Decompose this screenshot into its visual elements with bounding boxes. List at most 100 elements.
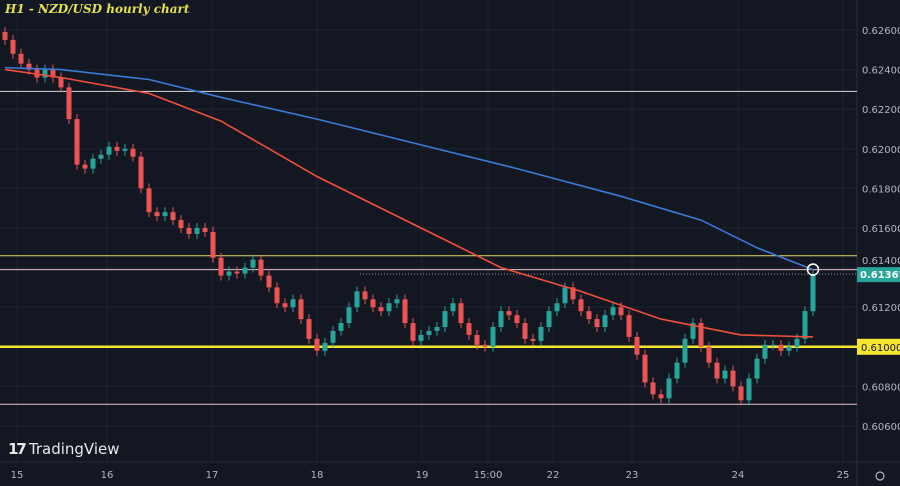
time-tick-label: 22: [547, 470, 560, 481]
candle-up: [722, 370, 728, 379]
candle-up: [690, 323, 696, 339]
price-tick-label: 0.60600: [862, 422, 900, 433]
candle-up: [194, 228, 200, 234]
candle-up: [602, 315, 608, 327]
candle-up: [162, 212, 168, 217]
price-tick-label: 0.61200: [862, 303, 900, 314]
candle-down: [50, 69, 56, 78]
candle-down: [282, 303, 288, 308]
candle-up: [250, 259, 256, 268]
candle-down: [578, 299, 584, 312]
settings-gear-icon[interactable]: [875, 471, 885, 481]
candle-up: [546, 311, 552, 327]
candle-down: [202, 228, 208, 232]
candle-down: [458, 303, 464, 324]
price-tick-label: 0.62000: [862, 145, 900, 156]
time-tick-label: 19: [416, 470, 429, 481]
candle-down: [218, 257, 224, 276]
candle-up: [354, 291, 360, 308]
candle-up: [426, 330, 432, 335]
candle-down: [530, 338, 536, 341]
tradingview-logo-icon: 𝟭𝟳: [8, 440, 27, 458]
candle-down: [210, 231, 216, 258]
candle-down: [58, 77, 64, 88]
candle-down: [658, 394, 664, 399]
candle-up: [770, 344, 776, 346]
candle-down: [266, 275, 272, 288]
candle-up: [610, 307, 616, 316]
candle-down: [234, 271, 240, 274]
candle-up: [754, 358, 760, 379]
time-tick-label: 17: [206, 470, 219, 481]
candle-up: [434, 327, 440, 331]
candle-up: [90, 158, 96, 169]
candle-up: [538, 327, 544, 341]
candle-up: [746, 378, 752, 401]
candle-down: [186, 228, 192, 234]
candle-down: [402, 299, 408, 324]
candle-down: [314, 338, 320, 351]
candle-up: [442, 311, 448, 327]
candle-up: [122, 148, 128, 151]
candle-down: [274, 287, 280, 304]
last-price-label: 0.61367: [860, 270, 900, 281]
price-tick-label: 0.61800: [862, 184, 900, 195]
price-tick-label: 0.62400: [862, 66, 900, 77]
moving-average-fast: [4, 68, 814, 338]
candle-up: [666, 378, 672, 399]
time-tick-label: 18: [311, 470, 324, 481]
candle-down: [2, 31, 8, 40]
watermark-text: TradingView: [28, 440, 120, 458]
tradingview-logo: 𝟭𝟳 TradingView: [8, 440, 120, 458]
candle-up: [794, 338, 800, 347]
candle-up: [450, 303, 456, 312]
price-tick-label: 0.60800: [862, 382, 900, 393]
candle-down: [714, 362, 720, 379]
candle-down: [706, 346, 712, 363]
candle-down: [178, 220, 184, 228]
candle-down: [642, 354, 648, 383]
candle-down: [474, 334, 480, 345]
price-tick-label: 0.61600: [862, 224, 900, 235]
time-tick-label: 16: [101, 470, 114, 481]
candle-down: [146, 188, 152, 213]
level-price-label: 0.61000: [861, 343, 900, 354]
candle-down: [298, 299, 304, 320]
candle-up: [106, 146, 112, 155]
candle-down: [378, 307, 384, 312]
candle-down: [650, 382, 656, 395]
candle-up: [394, 299, 400, 304]
moving-average-slow: [4, 66, 814, 271]
candle-down: [154, 212, 160, 217]
time-tick-label: 15:00: [474, 470, 503, 481]
candle-up: [338, 323, 344, 331]
candle-down: [514, 315, 520, 324]
candle-down: [138, 156, 144, 189]
candle-down: [306, 319, 312, 339]
candle-down: [738, 386, 744, 401]
price-tick-label: 0.62600: [862, 26, 900, 37]
time-tick-label: 15: [11, 470, 24, 481]
candle-up: [322, 342, 328, 351]
candle-down: [730, 370, 736, 387]
candle-up: [386, 303, 392, 312]
candle-down: [778, 344, 784, 351]
candle-down: [114, 146, 120, 151]
candle-down: [10, 39, 16, 54]
candle-up: [762, 344, 768, 359]
candle-up: [562, 287, 568, 304]
candle-down: [570, 287, 576, 300]
chart-title: H1 - NZD/USD hourly chart: [5, 2, 190, 16]
candle-up: [346, 307, 352, 324]
candle-up: [330, 330, 336, 343]
price-tick-label: 0.61400: [862, 256, 900, 267]
candle-down: [626, 315, 632, 337]
candle-up: [802, 311, 808, 339]
candle-down: [698, 323, 704, 347]
time-tick-label: 23: [626, 470, 639, 481]
candle-up: [810, 274, 816, 312]
candle-down: [594, 319, 600, 327]
candle-up: [498, 311, 504, 327]
candle-up: [242, 267, 248, 274]
